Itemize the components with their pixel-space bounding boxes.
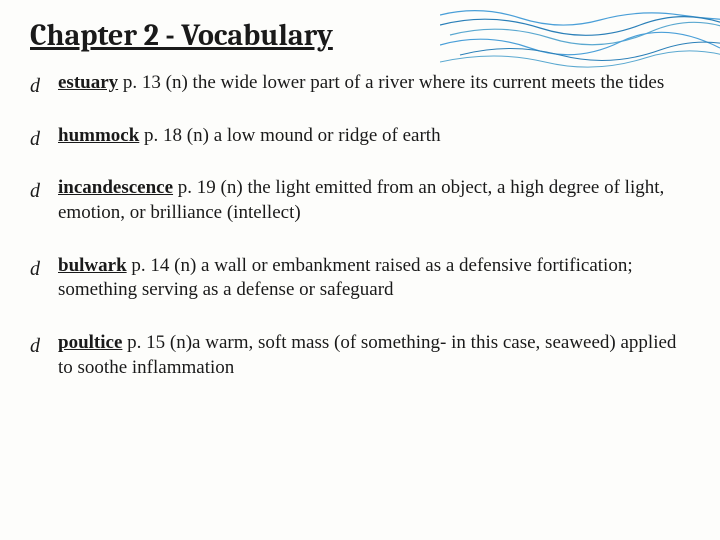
bullet-icon: d	[30, 73, 40, 99]
bullet-icon: d	[30, 126, 40, 152]
vocab-term: poultice	[58, 332, 122, 353]
vocab-term: bulwark	[58, 255, 127, 276]
vocab-term: estuary	[58, 72, 118, 93]
vocab-entry: d poultice p. 15 (n)a warm, soft mass (o…	[30, 331, 690, 380]
vocab-term: hummock	[58, 125, 139, 146]
slide-content: Chapter 2 - Vocabulary d estuary p. 13 (…	[0, 0, 720, 429]
bullet-icon: d	[30, 333, 40, 359]
page-title: Chapter 2 - Vocabulary	[30, 18, 690, 53]
vocab-definition: p. 18 (n) a low mound or ridge of earth	[139, 125, 440, 146]
vocab-term: incandescence	[58, 177, 173, 198]
vocab-entry: d incandescence p. 19 (n) the light emit…	[30, 176, 690, 225]
bullet-icon: d	[30, 178, 40, 204]
vocab-definition: p. 13 (n) the wide lower part of a river…	[118, 72, 664, 93]
vocab-entry: d hummock p. 18 (n) a low mound or ridge…	[30, 124, 690, 149]
vocab-entry: d estuary p. 13 (n) the wide lower part …	[30, 71, 690, 96]
vocab-definition: p. 15 (n)a warm, soft mass (of something…	[58, 332, 676, 378]
vocab-definition: p. 14 (n) a wall or embankment raised as…	[58, 255, 633, 301]
bullet-icon: d	[30, 256, 40, 282]
vocab-entry: d bulwark p. 14 (n) a wall or embankment…	[30, 254, 690, 303]
